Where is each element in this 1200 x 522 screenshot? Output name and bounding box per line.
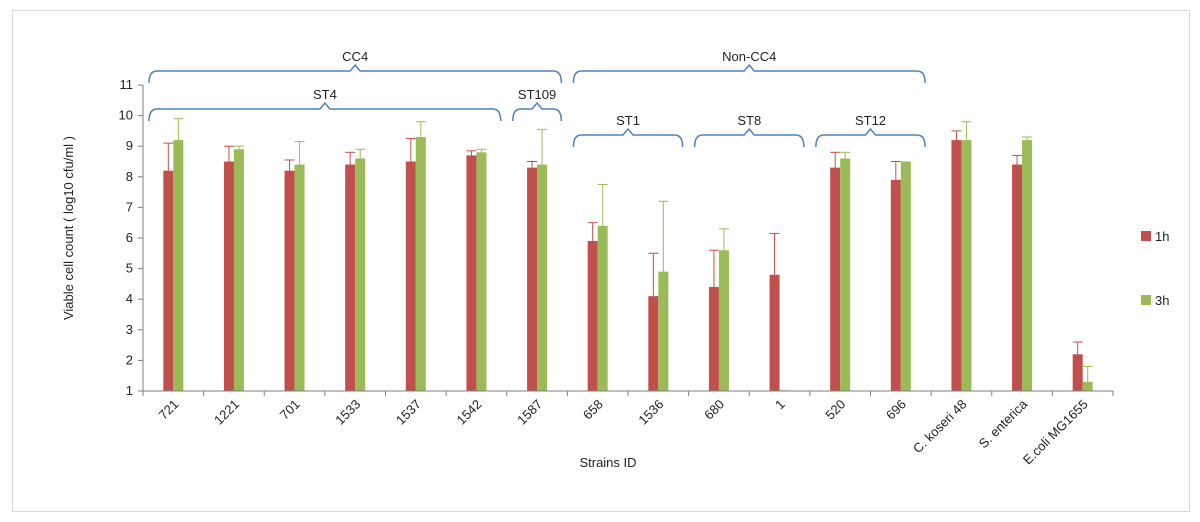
y-tick-label: 10 xyxy=(119,108,133,123)
bar-1h-1533 xyxy=(345,164,356,391)
bar-1h-1536 xyxy=(648,296,659,391)
error-bars xyxy=(163,118,1093,382)
bracket-label: ST109 xyxy=(518,87,556,102)
legend-swatch-1h xyxy=(1141,231,1151,241)
y-tick-label: 1 xyxy=(126,383,133,398)
x-tick-label: 1533 xyxy=(332,397,363,428)
bar-3h-701 xyxy=(294,164,305,391)
y-tick-label: 3 xyxy=(126,322,133,337)
chart-frame: CC4 Non-CC4 ST4 ST109 ST1 ST8 ST12 1 2 3 4 5 6 7 8 9 10… xyxy=(12,10,1190,512)
bracket-st4 xyxy=(148,101,502,122)
bar-1h-721 xyxy=(163,170,174,391)
bar-1h-1587 xyxy=(527,167,538,391)
bar-3h-520 xyxy=(840,158,851,391)
x-tick-label: 1542 xyxy=(454,397,485,428)
bars xyxy=(163,137,1093,391)
x-tick-label: 721 xyxy=(155,397,181,423)
y-tick-label: 6 xyxy=(126,230,133,245)
bar-3h-1221 xyxy=(233,149,244,391)
bracket-label: ST12 xyxy=(855,113,886,128)
bar-1h-1537 xyxy=(405,161,416,391)
x-tick-label: 1536 xyxy=(635,397,666,428)
bar-1h-S-enterica xyxy=(1012,164,1023,391)
bar-3h-1536 xyxy=(658,271,669,391)
x-tick-label: 701 xyxy=(277,397,303,423)
bar-3h-1542 xyxy=(476,152,487,391)
bracket-label: ST4 xyxy=(313,87,337,102)
bar-3h-658 xyxy=(597,225,608,391)
bar-3h-1533 xyxy=(355,158,366,391)
bar-3h-1587 xyxy=(537,164,548,391)
bracket-st1 xyxy=(572,127,684,148)
x-tick-label: 680 xyxy=(701,397,727,423)
bracket-label: CC4 xyxy=(342,49,368,64)
bar-1h-E-coli-MG1655 xyxy=(1072,354,1083,391)
bar-1h-658 xyxy=(587,241,598,391)
bar-1h-696 xyxy=(890,179,901,391)
bracket-st109 xyxy=(512,101,563,122)
bracket-label: Non-CC4 xyxy=(722,49,776,64)
bar-1h-520 xyxy=(830,167,841,391)
bracket-non-cc4 xyxy=(572,63,926,84)
legend-swatch-3h xyxy=(1141,295,1151,305)
bar-1h-1221 xyxy=(223,161,234,391)
bar-1h-C-koseri-48 xyxy=(951,140,962,391)
bar-chart: CC4 Non-CC4 ST4 ST109 ST1 ST8 ST12 1 2 3 4 5 6 7 8 9 10… xyxy=(61,49,1169,470)
legend-label-1h: 1h xyxy=(1155,229,1169,244)
bar-1h-701 xyxy=(284,170,295,391)
x-tick-label: 1587 xyxy=(514,397,545,428)
x-tick-label: 658 xyxy=(580,397,606,423)
bar-3h-C-koseri-48 xyxy=(961,140,972,391)
y-tick-label: 9 xyxy=(126,138,133,153)
group-brackets: CC4 Non-CC4 ST4 ST109 ST1 ST8 ST12 xyxy=(148,49,926,148)
x-tick-label: 1 xyxy=(772,397,788,413)
bar-1h-680 xyxy=(708,286,719,391)
bar-3h-S-enterica xyxy=(1022,140,1033,391)
bar-1h-1542 xyxy=(466,155,477,391)
bracket-cc4 xyxy=(148,63,563,84)
bar-3h-1537 xyxy=(415,137,426,391)
x-tick-label: 1537 xyxy=(393,397,424,428)
bar-1h-1 xyxy=(769,274,780,391)
y-tick-label: 11 xyxy=(120,77,134,92)
legend-label-3h: 3h xyxy=(1155,293,1169,308)
bracket-st12 xyxy=(815,127,926,148)
bar-3h-696 xyxy=(900,161,911,391)
x-tick-label: C. koseri 48 xyxy=(910,397,970,457)
y-tick-label: 8 xyxy=(126,169,133,184)
y-axis-ticks: 1 2 3 4 5 6 7 8 9 10 11 xyxy=(119,77,143,398)
y-tick-label: 2 xyxy=(126,352,133,367)
bar-3h-680 xyxy=(718,250,729,391)
legend: 1h 3h xyxy=(1141,229,1169,308)
bracket-st8 xyxy=(693,127,805,148)
bracket-label: ST1 xyxy=(616,113,640,128)
y-tick-label: 7 xyxy=(126,199,133,214)
x-tick-label: E.coli MG1655 xyxy=(1020,397,1091,468)
x-tick-label: 520 xyxy=(822,397,848,423)
x-tick-label: 696 xyxy=(883,397,909,423)
x-tick-label: 1221 xyxy=(211,397,242,428)
bracket-label: ST8 xyxy=(737,113,761,128)
x-tick-label: S. enterica xyxy=(976,396,1031,451)
bar-3h-E-coli-MG1655 xyxy=(1082,381,1093,391)
y-axis-title: Viable cell count ( log10 cfu/ml ) xyxy=(61,136,76,320)
bar-3h-721 xyxy=(173,140,184,391)
y-tick-label: 5 xyxy=(126,261,133,276)
x-axis-title: Strains ID xyxy=(579,455,636,470)
y-tick-label: 4 xyxy=(126,291,133,306)
